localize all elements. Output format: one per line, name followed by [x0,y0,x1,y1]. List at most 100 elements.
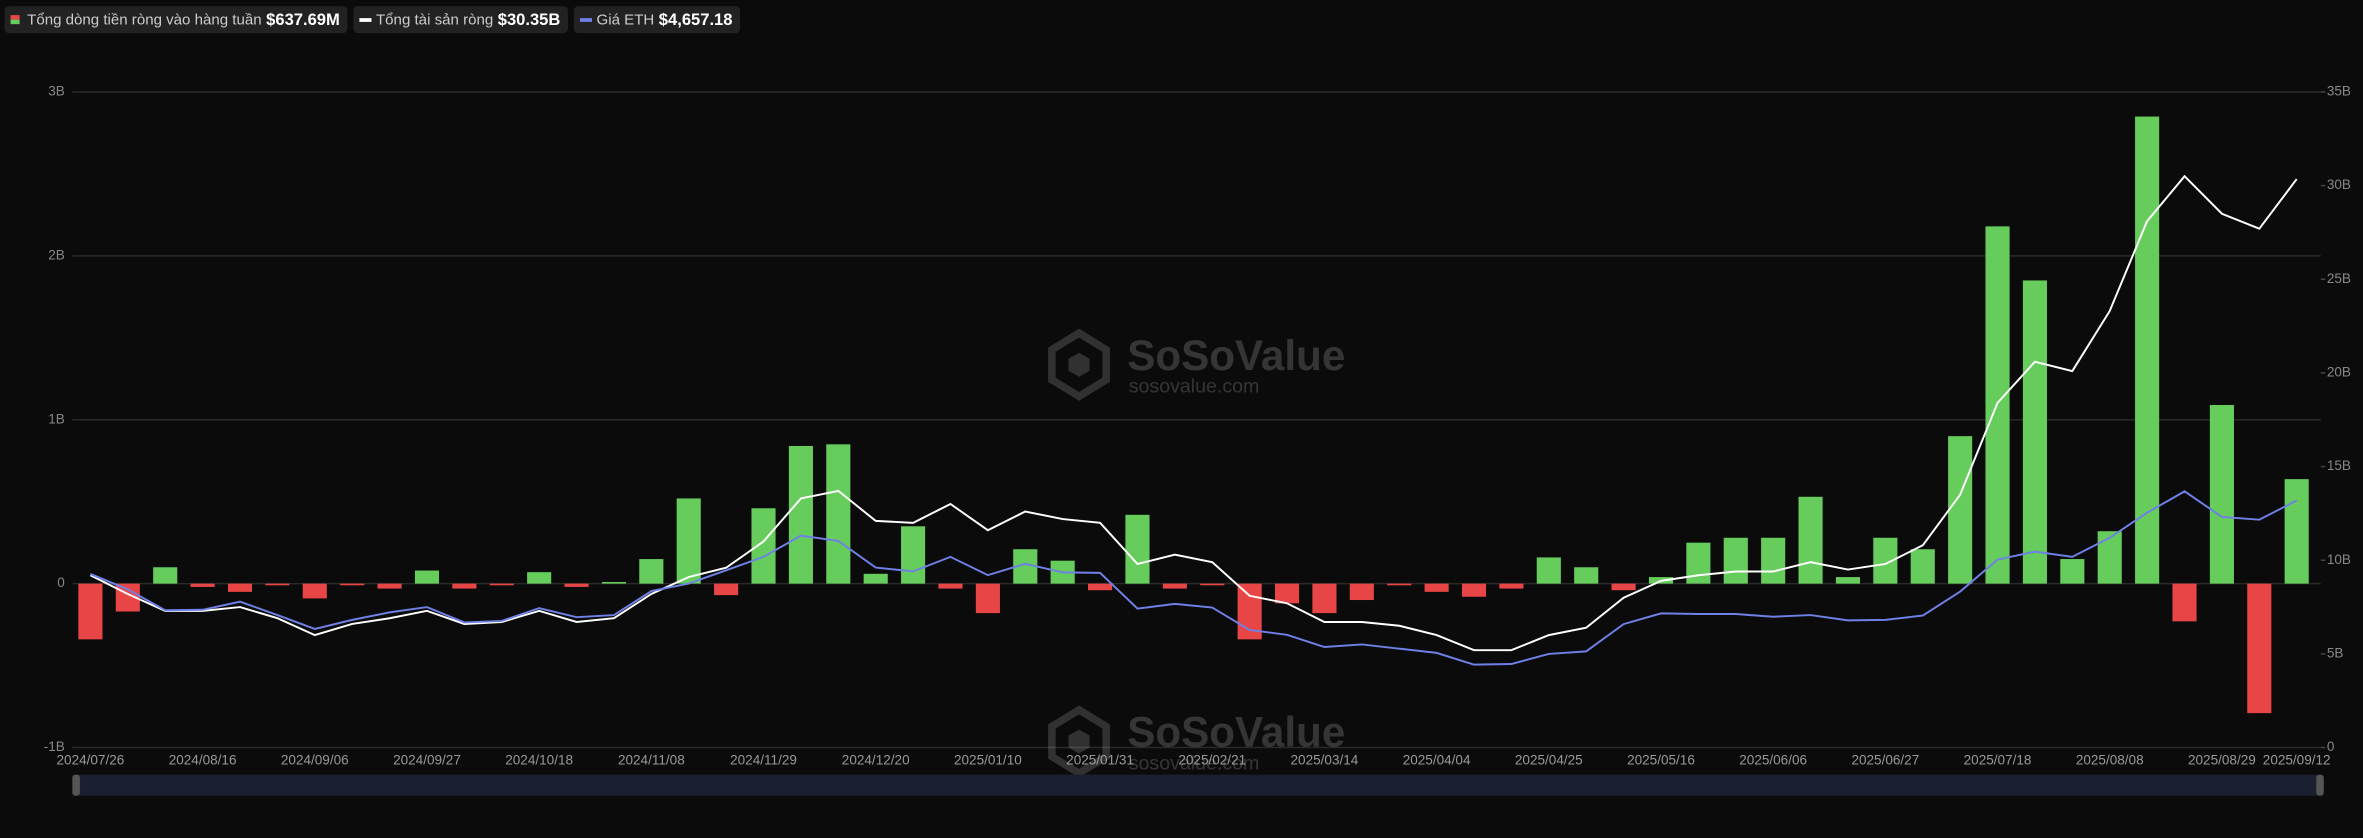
y-tick-label: -1B [44,739,65,754]
bar [1387,583,1412,586]
bar [2097,531,2122,584]
bar [751,508,776,584]
navigator-handle[interactable] [72,774,80,796]
legend-swatch [579,18,593,22]
legend-item: Giá ETH $4,657.18 [573,6,741,34]
x-tick-label: 2025/03/14 [1291,753,1359,768]
bar [1611,583,1636,591]
bar [265,583,290,586]
legend-value: $4,657.18 [659,10,733,29]
x-tick-label: 2025/04/04 [1403,753,1471,768]
y2-tick-label: 30B [2327,177,2351,192]
bar [1761,537,1786,584]
bar [2284,479,2309,584]
y-tick-label: 3B [48,84,65,99]
legend-box [573,6,741,34]
x-tick-label: 2025/05/16 [1627,753,1695,768]
x-tick-label: 2024/10/18 [505,753,573,768]
x-tick-label: 2024/08/16 [169,753,237,768]
y2-tick-label: 20B [2327,365,2351,380]
navigator-track[interactable] [75,774,2321,796]
bar [1723,537,1748,584]
bar [1536,557,1561,584]
bar [1162,583,1187,589]
x-tick-label: 2024/12/20 [842,753,910,768]
navigator-handle[interactable] [2316,774,2324,796]
x-tick-label: 2025/08/08 [2076,753,2144,768]
bar [1125,514,1150,584]
x-tick-label: 2024/11/29 [730,753,797,768]
y2-tick-label: 15B [2327,458,2351,473]
x-tick-label: 2024/11/08 [618,753,685,768]
x-tick-label: 2025/09/12 [2263,753,2331,768]
bar [1200,583,1225,586]
bar [489,583,514,586]
bar [639,559,664,584]
x-tick-label: 2025/06/06 [1739,753,1807,768]
watermark-url: sosovalue.com [1129,752,1260,774]
bar [975,583,1000,614]
y2-tick-label: 25B [2327,271,2351,286]
bar [2022,280,2047,584]
legend-value: $30.35B [498,10,561,29]
legend-swatch [359,18,372,22]
navigator[interactable] [72,774,2324,796]
bar [1312,583,1337,614]
y2-tick-label: 35B [2327,84,2351,99]
bar [1499,583,1524,589]
x-tick-label: 2025/04/25 [1515,753,1583,768]
grid: -1B 0 1B 2B 3B 0 5B 10B 15B 20B 25B 30B 35B 2024/07/2… [44,84,2351,768]
legend-value: $637.69M [266,10,340,29]
bar [1349,583,1374,601]
y-tick-label: 1B [48,411,65,426]
bar [1574,567,1599,584]
y2-tick-label: 0 [2327,739,2335,754]
legend-box [353,6,568,34]
y2-tick-label: 5B [2327,645,2344,660]
bar [1424,583,1449,592]
plot [78,116,2309,714]
bar [340,583,365,586]
legend-swatch [10,19,20,25]
watermark-logo [1048,705,1110,778]
bar [2172,583,2197,622]
bar [826,444,851,584]
bar [938,583,963,589]
legend-item: Tổng tài sản ròng $30.35B [353,6,568,34]
y-tick-label: 0 [57,575,65,590]
watermarks: SoSoValue sosovalue.com SoSoValue sosova… [1048,328,1345,778]
x-tick-label: 2024/07/26 [57,753,125,768]
bar [302,583,327,599]
bar [1948,436,1973,584]
legend-swatch [10,15,20,20]
bar [1910,549,1935,584]
bar [78,583,103,640]
bar [601,582,626,584]
x-tick-label: 2025/01/10 [954,753,1022,768]
y-tick-label: 2B [48,247,65,262]
x-tick-label: 2024/09/27 [393,753,461,768]
watermark-brand: SoSoValue [1127,332,1345,379]
line [90,490,2298,666]
legend-label: Tổng dòng tiền ròng vào hàng tuần [27,11,261,28]
line [89,174,2298,652]
bar [527,572,552,584]
watermark-url: sosovalue.com [1129,376,1260,398]
bar [414,570,440,584]
bar [1461,583,1487,597]
x-tick-label: 2025/08/29 [2188,753,2256,768]
bar [564,583,589,587]
bar [2209,405,2234,584]
bar [1088,583,1113,591]
bar [1835,577,1861,584]
bar [153,567,178,584]
x-tick-label: 2025/06/27 [1851,753,1919,768]
x-tick-label: 2024/09/06 [281,753,349,768]
bar [676,498,701,584]
x-tick-label: 2025/01/31 [1066,753,1134,768]
bar [377,583,402,589]
y2-tick-label: 10B [2327,552,2351,567]
bar [190,583,215,587]
